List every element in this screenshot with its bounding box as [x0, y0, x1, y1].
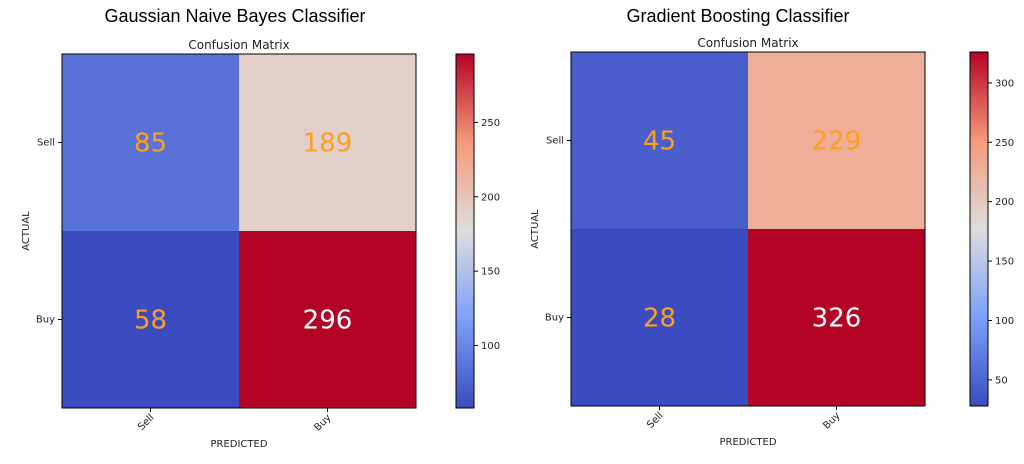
x-axis-label: PREDICTED: [210, 439, 267, 450]
heatmap-cell: [62, 54, 240, 232]
heatmap-cell: [571, 229, 749, 407]
colorbar-tick-label: 100: [995, 316, 1014, 327]
x-axis-label: PREDICTED: [719, 437, 776, 448]
colorbar-tick-label: 150: [995, 257, 1014, 268]
chart-panel-2: Confusion Matrix 45 229 28 326 Sell Buy Sell Buy…: [530, 36, 1014, 448]
chart-panel-1: Confusion Matrix 85 189 58 296 Sell Buy Sell Buy…: [21, 38, 500, 450]
cell-value-label: 296: [303, 306, 353, 336]
heatmap-cell: [239, 231, 417, 409]
heatmap-cell: [239, 54, 417, 232]
colorbar-tick-label: 250: [995, 138, 1014, 149]
y-axis-label: ACTUAL: [21, 211, 32, 251]
heatmap-cell: [748, 229, 926, 407]
axes-frame: [570, 51, 926, 407]
left-figure-title: Gaussian Naive Bayes Classifier: [104, 6, 366, 26]
x-tick-label: Sell: [136, 412, 157, 433]
colorbar-tick-label: 200: [995, 197, 1014, 208]
colorbar-tick-label: 300: [995, 78, 1014, 89]
y-tick-label: Sell: [546, 136, 564, 147]
chart-title: Confusion Matrix: [188, 38, 289, 52]
colorbar: [969, 51, 989, 407]
chart-title: Confusion Matrix: [697, 36, 798, 50]
cell-value-label: 189: [303, 129, 353, 159]
cell-value-label: 45: [643, 127, 676, 157]
colorbar-tick-label: 150: [481, 267, 500, 278]
y-tick-label: Sell: [37, 138, 55, 149]
colorbar-tick-label: 100: [481, 341, 500, 352]
colorbar-tick-label: 200: [481, 192, 500, 203]
cell-value-label: 28: [643, 304, 676, 334]
cell-value-label: 58: [134, 306, 167, 336]
heatmap-cell: [571, 52, 749, 230]
x-tick-label: Buy: [821, 410, 842, 431]
axes-frame: [61, 53, 417, 409]
cell-value-label: 326: [812, 304, 862, 334]
heatmap-cell: [62, 231, 240, 409]
colorbar-tick-label: 250: [481, 118, 500, 129]
heatmap-cell: [748, 52, 926, 230]
y-tick-label: Buy: [36, 315, 55, 326]
colorbar-tick-label: 50: [995, 375, 1008, 386]
y-tick-label: Buy: [545, 313, 564, 324]
x-tick-label: Buy: [312, 412, 333, 433]
x-tick-label: Sell: [645, 410, 666, 431]
cell-value-label: 229: [812, 127, 862, 157]
y-axis-label: ACTUAL: [530, 209, 541, 249]
cell-value-label: 85: [134, 129, 167, 159]
colorbar: [455, 53, 475, 409]
right-figure-title: Gradient Boosting Classifier: [626, 6, 850, 26]
